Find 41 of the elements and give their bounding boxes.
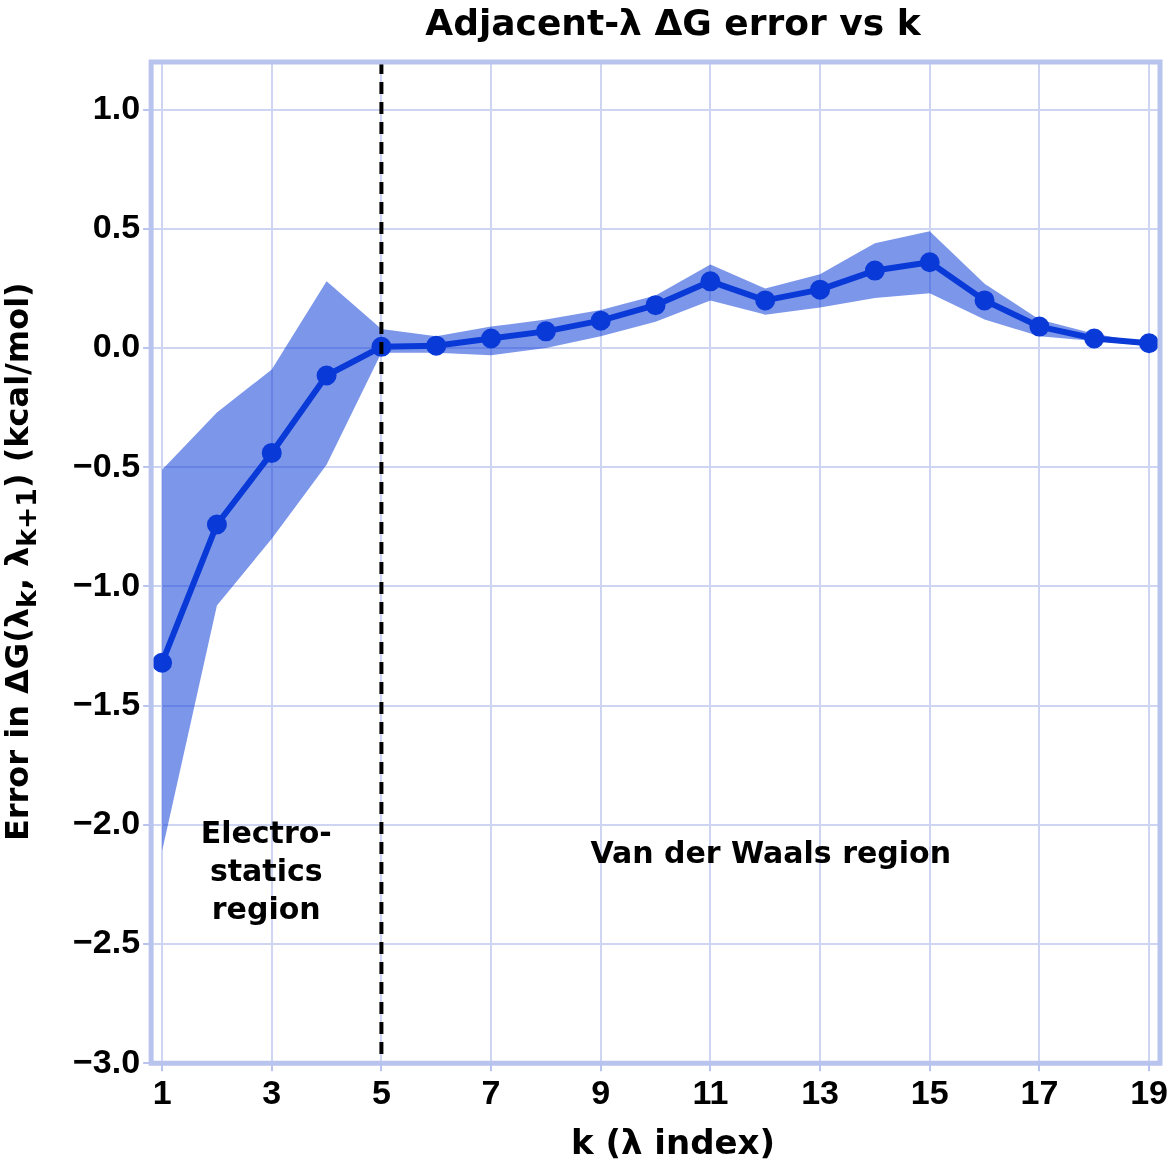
- point: [645, 295, 666, 316]
- x-tick-label: 17: [1020, 1072, 1059, 1111]
- point: [974, 290, 995, 311]
- point: [261, 442, 282, 463]
- annotation: Electro- statics region: [200, 814, 332, 926]
- y-tick-label: −0.5: [73, 445, 141, 484]
- x-tick-label: 9: [591, 1072, 611, 1111]
- y-tick-label: 0.0: [92, 326, 141, 365]
- y-tick-label: −2.0: [73, 803, 141, 842]
- x-tick-label: 7: [481, 1072, 501, 1111]
- point: [1084, 328, 1105, 349]
- annotation: Van der Waals region: [590, 834, 952, 870]
- point: [810, 279, 831, 300]
- y-tick-label: −1.5: [73, 684, 141, 722]
- y-tick-label: −1.0: [73, 564, 141, 603]
- y-tick-label: 1.0: [92, 88, 141, 127]
- point: [206, 514, 227, 535]
- x-tick-label: 1: [152, 1072, 172, 1111]
- point: [481, 328, 502, 349]
- x-tick-label: 19: [1130, 1072, 1168, 1111]
- x-tick-label: 5: [371, 1072, 391, 1111]
- point: [316, 365, 337, 386]
- point: [755, 290, 776, 311]
- point: [426, 335, 447, 356]
- x-tick-label: 13: [801, 1072, 839, 1111]
- point: [919, 252, 940, 273]
- point: [152, 652, 173, 673]
- y-tick-label: −2.5: [73, 922, 141, 961]
- point: [864, 260, 885, 281]
- x-tick-label: 11: [692, 1072, 729, 1111]
- y-tick-label: −3.0: [73, 1041, 141, 1080]
- chart-title: Adjacent-λ ΔG error vs k: [424, 2, 922, 43]
- point: [1139, 333, 1160, 354]
- point: [590, 310, 611, 331]
- x-axis-title: k (λ index): [569, 1122, 777, 1162]
- x-tick-label: 3: [262, 1072, 282, 1111]
- point: [1029, 316, 1050, 337]
- point: [535, 321, 556, 342]
- y-tick-label: 0.5: [92, 207, 141, 246]
- x-tick-label: 15: [910, 1072, 949, 1111]
- point: [700, 271, 721, 292]
